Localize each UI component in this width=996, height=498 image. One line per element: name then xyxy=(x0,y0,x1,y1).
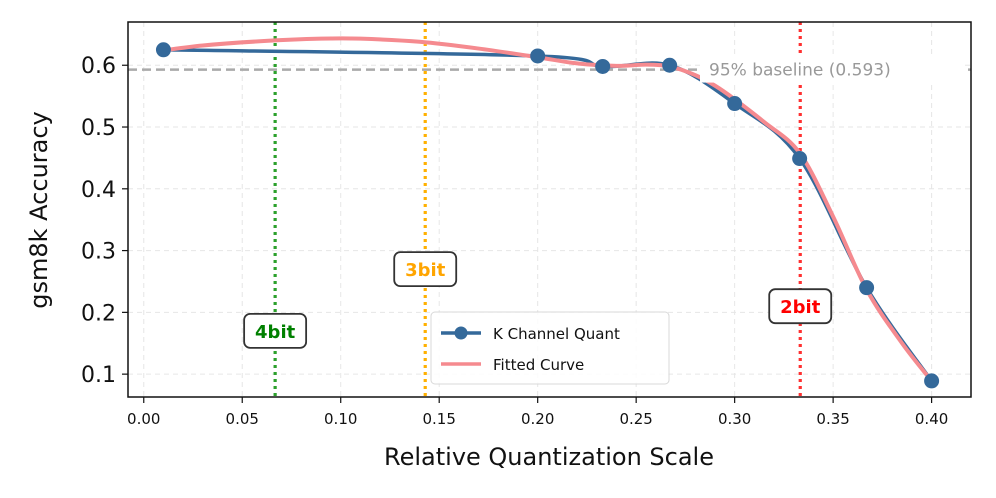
bit-label: 3bit xyxy=(405,260,446,281)
plot-frame xyxy=(127,21,972,398)
x-tick-label: 0.10 xyxy=(324,410,357,428)
y-axis: 0.1 0.2 0.3 0.4 0.5 0.6 xyxy=(81,54,128,388)
k-channel-quant-point xyxy=(530,48,546,64)
fitted-curve-line xyxy=(161,36,934,383)
bit-label: 4bit xyxy=(255,322,296,343)
legend-label-k-channel: K Channel Quant xyxy=(493,325,620,343)
bit-label-box xyxy=(393,251,458,288)
x-tick-label: 0.40 xyxy=(915,410,948,428)
markers xyxy=(155,42,940,389)
annotations: 4bit 3bit 2bit 95% baseline (0.593) xyxy=(243,56,964,349)
k-channel-quant-point xyxy=(155,42,171,58)
x-tick-label: 0.35 xyxy=(816,410,849,428)
y-tick-label: 0.4 xyxy=(81,178,116,203)
k-channel-quant-point xyxy=(727,96,743,112)
x-tick-label: 0.20 xyxy=(521,410,554,428)
k-channel-quant-point xyxy=(924,373,940,389)
x-axis-title: Relative Quantization Scale xyxy=(384,443,714,471)
legend: K Channel Quant Fitted Curve xyxy=(430,311,670,385)
x-axis: 0.00 0.05 0.10 0.15 0.20 0.25 0.30 0.35 0.40 xyxy=(127,397,948,428)
x-tick-label: 0.25 xyxy=(619,410,652,428)
bit-label-box xyxy=(768,288,833,325)
k-channel-quant-point xyxy=(859,280,875,296)
baseline-label-bg xyxy=(700,56,964,83)
legend-marker-k-channel xyxy=(454,326,468,340)
legend-label-fitted: Fitted Curve xyxy=(493,356,584,374)
k-channel-quant-point xyxy=(662,57,678,73)
y-tick-label: 0.3 xyxy=(81,240,116,265)
x-tick-label: 0.05 xyxy=(226,410,259,428)
k-channel-quant-point xyxy=(595,58,611,74)
x-tick-label: 0.00 xyxy=(127,410,160,428)
k-channel-quant-point xyxy=(792,151,808,167)
series xyxy=(161,36,934,383)
x-tick-label: 0.30 xyxy=(718,410,751,428)
y-tick-label: 0.5 xyxy=(81,116,116,141)
bit-label: 2bit xyxy=(780,297,821,318)
y-tick-label: 0.2 xyxy=(81,301,116,326)
baseline-label: 95% baseline (0.593) xyxy=(709,61,891,81)
y-axis-title: gsm8k Accuracy xyxy=(25,111,53,308)
y-tick-label: 0.1 xyxy=(81,363,116,388)
bit-label-box xyxy=(243,312,308,349)
y-tick-label: 0.6 xyxy=(81,54,116,79)
legend-box xyxy=(430,311,670,385)
x-tick-label: 0.15 xyxy=(422,410,455,428)
